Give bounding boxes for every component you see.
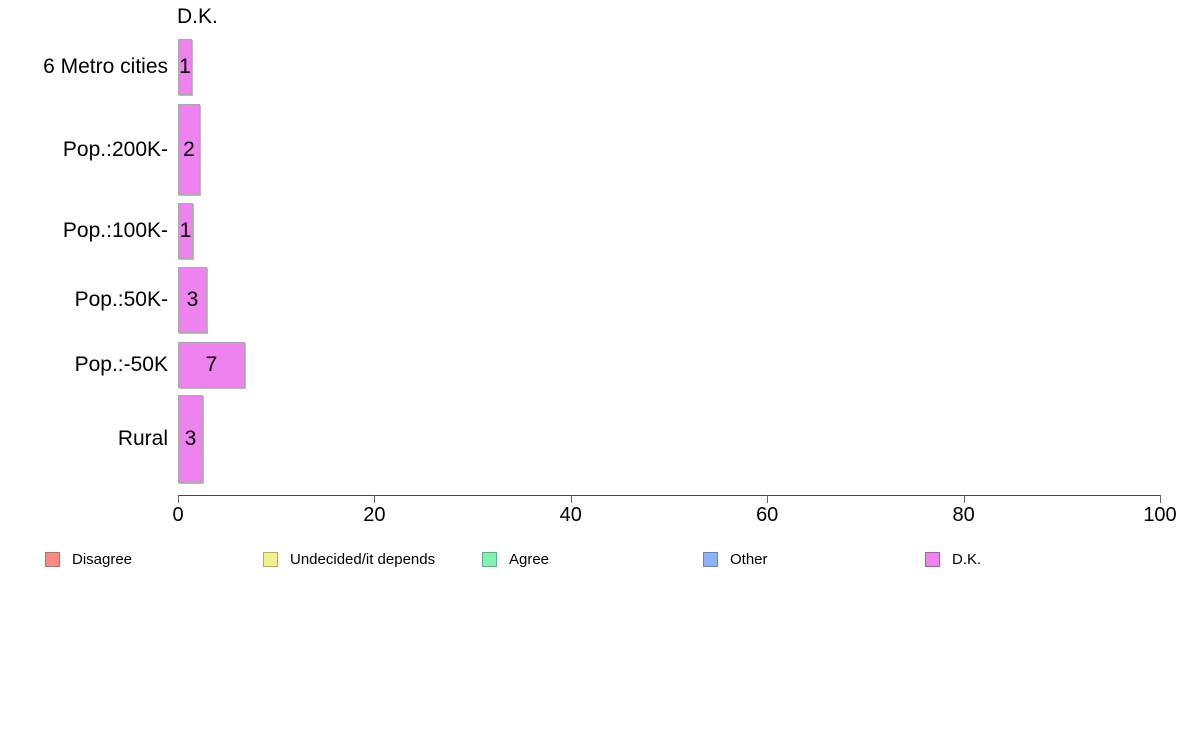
x-tick bbox=[963, 495, 965, 503]
bar: 1 bbox=[178, 203, 193, 259]
chart-title: D.K. bbox=[177, 5, 218, 28]
legend-label: Undecided/it depends bbox=[290, 550, 436, 568]
category-label: Pop.:100K- bbox=[62, 219, 168, 242]
bar: 1 bbox=[178, 39, 192, 95]
legend-label: Disagree bbox=[72, 550, 133, 568]
bar: 7 bbox=[178, 342, 245, 388]
x-tick-label: 40 bbox=[559, 504, 582, 526]
x-tick bbox=[767, 495, 769, 503]
legend-item: Disagree bbox=[45, 550, 133, 568]
legend-label: D.K. bbox=[952, 550, 982, 568]
x-tick bbox=[178, 495, 179, 503]
x-tick-label: 100 bbox=[1143, 504, 1177, 526]
bar-value-label: 1 bbox=[179, 219, 192, 242]
legend-label: Other bbox=[730, 550, 768, 568]
x-tick-label: 60 bbox=[756, 504, 779, 526]
x-tick bbox=[570, 495, 572, 503]
x-tick-label: 0 bbox=[172, 504, 184, 526]
x-tick bbox=[374, 495, 376, 503]
x-tick bbox=[1160, 495, 1161, 503]
category-label: Pop.:200K- bbox=[62, 137, 168, 161]
bar: 3 bbox=[178, 267, 207, 333]
legend-swatch bbox=[263, 551, 278, 567]
legend-item: Other bbox=[703, 550, 768, 568]
category-label: Pop.:-50K bbox=[74, 353, 168, 376]
bar: 2 bbox=[178, 104, 200, 195]
x-tick-label: 80 bbox=[952, 504, 975, 526]
bar: 3 bbox=[178, 395, 203, 483]
bar-value-label: 7 bbox=[205, 353, 218, 376]
legend-label: Agree bbox=[509, 550, 550, 568]
legend-item: D.K. bbox=[925, 550, 982, 568]
bar-value-label: 2 bbox=[183, 137, 195, 161]
legend-swatch bbox=[925, 551, 940, 567]
category-label: Rural bbox=[117, 427, 168, 450]
legend-item: Undecided/it depends bbox=[263, 550, 436, 568]
legend-swatch bbox=[45, 551, 60, 567]
bar-value-label: 3 bbox=[186, 288, 199, 311]
x-axis-line bbox=[178, 495, 1161, 496]
x-tick-label: 20 bbox=[363, 504, 386, 526]
legend-swatch bbox=[703, 551, 718, 567]
bar-value-label: 3 bbox=[184, 427, 197, 450]
legend-item: Agree bbox=[482, 550, 550, 568]
legend-swatch bbox=[482, 551, 497, 567]
category-label: 6 Metro cities bbox=[43, 55, 168, 78]
bar-value-label: 1 bbox=[179, 55, 191, 78]
category-label: Pop.:50K- bbox=[74, 288, 168, 311]
